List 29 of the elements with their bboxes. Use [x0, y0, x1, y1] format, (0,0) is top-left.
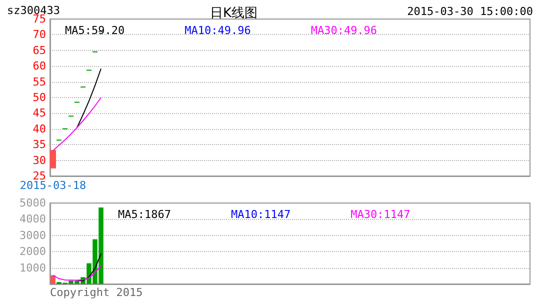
- text: MA30:49.96: [310, 24, 378, 37]
- line-series: [76, 68, 102, 128]
- bar: [50, 275, 56, 284]
- text: MA5:59.20: [65, 24, 125, 37]
- y-tick-label: 65: [32, 44, 46, 57]
- y-tick-label: 40: [32, 122, 46, 136]
- legend-label: MA10:49.96: [184, 24, 251, 37]
- y-tick-label: 45: [32, 106, 46, 120]
- y-tick-label: 1000: [20, 261, 46, 274]
- line-series: [76, 253, 102, 282]
- y-tick-label: 5000: [20, 196, 46, 210]
- y-tick-label: 50: [32, 91, 46, 104]
- y-tick-label: 35: [32, 138, 46, 152]
- legend-label: MA10:1147: [230, 208, 291, 221]
- y-tick-label: 3000: [20, 228, 46, 242]
- text: MA5:1867: [118, 208, 171, 221]
- chart-title: 日K线图: [210, 6, 258, 21]
- candlestick: [50, 150, 56, 168]
- text: 2015-03-30 15:00:00: [407, 5, 534, 18]
- text: MA30:1147: [350, 208, 410, 221]
- line-series: [52, 264, 102, 281]
- y-tick-label: 55: [32, 75, 46, 88]
- y-tick-label: 2000: [20, 245, 46, 258]
- y-tick-label: 4000: [20, 212, 46, 226]
- y-tick-label: 70: [32, 28, 46, 42]
- y-tick-label: 30: [32, 154, 46, 167]
- y-tick-label: 60: [32, 60, 46, 73]
- line-series: [52, 97, 102, 152]
- text: Copyright 2015: [50, 286, 143, 299]
